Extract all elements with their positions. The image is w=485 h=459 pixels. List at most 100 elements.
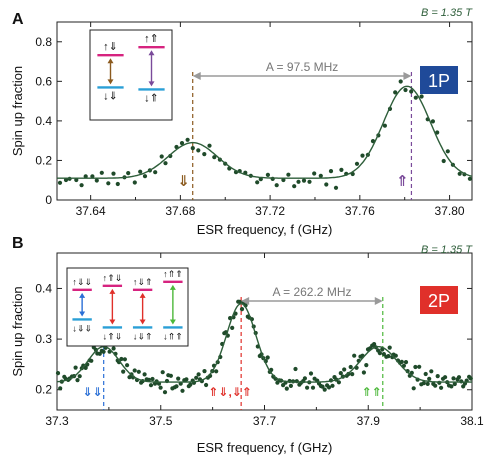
fit-curve [56,302,472,383]
arrowhead-up [169,284,176,290]
data-point [433,383,438,388]
upper-state-label: ↑⇑ [144,33,159,45]
data-point [387,345,392,350]
field-label: B = 1.35 T [421,7,473,19]
data-point [115,181,120,187]
data-point [413,95,418,100]
transition-label: ⇑⇓,⇓⇑ [208,385,252,399]
data-point [441,158,446,164]
panel-label: A [12,11,24,28]
data-point [417,364,422,369]
data-point [372,342,377,347]
data-point [265,355,270,360]
arrowhead-up [139,292,146,298]
tag-box [420,66,458,94]
data-point [293,366,298,372]
data-point [190,146,195,151]
y-tick-label: 0.6 [35,74,52,88]
data-point [121,369,126,374]
data-point [292,184,297,189]
y-axis-label: Spin up fraction [10,66,25,156]
data-point [451,376,456,381]
data-point [77,374,82,379]
data-point [136,369,141,374]
data-point [63,177,69,183]
data-point [274,183,279,188]
data-point [381,352,386,357]
data-point [281,177,286,183]
x-tick-label: 37.80 [435,204,465,218]
data-point [307,179,312,184]
arrowhead-up [109,288,116,294]
hyperfine-label: A = 262.2 MHz [272,285,351,299]
data-point [265,172,270,177]
data-point [184,377,189,382]
data-point [296,179,301,184]
data-point [237,299,242,304]
x-tick-label: 37.3 [45,414,69,428]
data-point [162,390,168,395]
data-point [142,372,147,377]
data-point [350,372,355,377]
data-point [90,174,95,179]
data-point [322,387,327,392]
splitting-arrowhead-left [192,72,201,80]
x-axis-label: ESR frequency, f (GHz) [197,222,333,237]
data-point [74,177,79,183]
data-point [467,176,472,181]
inset-frame [89,29,173,121]
data-point [382,123,387,128]
energy-level-inset: ↑⇓ ↓⇓ ↑⇑ ↓⇑ [89,29,173,121]
data-point [150,376,155,382]
data-point [284,386,289,391]
data-point [176,376,181,381]
field-label: B = 1.35 T [421,244,473,256]
data-point [75,378,80,383]
data-point [361,370,366,375]
data-point [125,363,130,368]
data-point [89,358,94,363]
data-point [194,375,199,380]
energy-level-inset: ↑⇓⇓ ↓⇓⇓ ↑⇑⇓ ↓⇑⇓ ↑⇓⇑ ↓⇓⇑ ↑⇑⇑ ↓⇑⇑ [66,267,189,347]
data-point [196,148,201,153]
data-point [339,167,344,172]
data-point [413,364,418,370]
data-point [425,381,430,386]
lower-state-label: ↓⇓⇑ [133,331,153,341]
x-axis-label: ESR frequency, f (GHz) [197,440,333,455]
arrowhead-up [148,50,155,56]
data-point [430,119,435,124]
data-point [342,367,347,372]
data-point [377,351,382,356]
splitting-arrowhead-right [374,297,383,305]
data-point [126,171,131,176]
panel-b: B B = 1.35 T 37.3 37.5 37.7 37.9 38.1 0.2 0.3 0.4… [10,235,484,455]
fit-curve [57,85,473,179]
data-point [286,172,291,177]
data-point [352,353,357,358]
data-point [386,354,391,359]
data-point [101,349,106,354]
data-point [159,154,164,159]
data-point [439,385,444,390]
data-point [106,181,111,186]
data-point [312,171,317,176]
data-point [308,371,314,376]
lower-state-label: ↓⇑⇑ [163,331,183,341]
arrowhead-down [148,81,155,87]
transition-label: ⇓⇓ [83,385,103,399]
data-point [333,185,339,190]
data-point [364,363,369,368]
data-point [179,141,185,146]
data-point [320,384,325,389]
data-point [185,137,190,142]
y-tick-label: 0 [45,193,52,207]
arrowhead-down [109,319,116,325]
data-point [142,174,148,179]
upper-state-label: ↑⇓⇑ [133,277,153,287]
y-tick-label: 0.2 [35,153,52,167]
arrowhead-down [169,319,176,325]
data-point [207,143,212,148]
data-point [403,87,408,93]
